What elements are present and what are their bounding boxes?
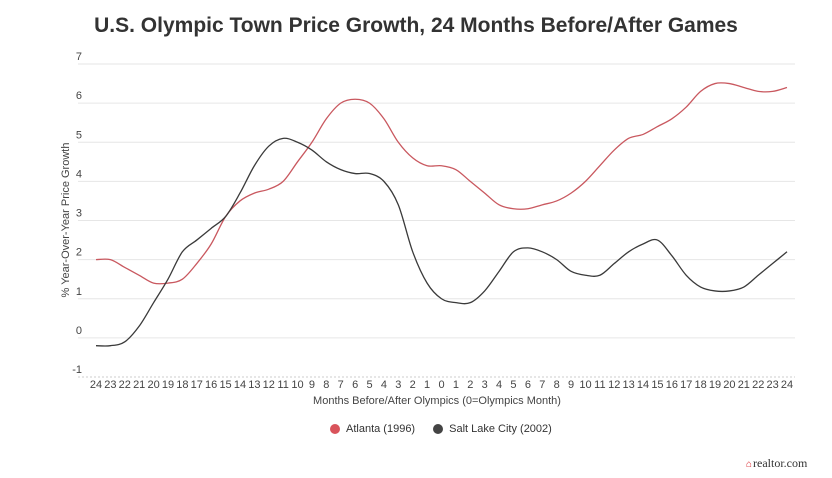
x-tick-label: 6 [352, 379, 358, 391]
x-tick-label: 3 [395, 379, 401, 391]
legend-swatch-salt-lake-city [433, 424, 444, 434]
y-tick-label: 7 [76, 51, 82, 63]
legend-swatch-atlanta [330, 424, 340, 434]
x-tick-label: 9 [309, 379, 315, 391]
x-tick-label: 24 [781, 379, 793, 391]
series-line-salt-lake-city [95, 137, 788, 347]
x-tick-label: 6 [525, 379, 531, 391]
x-tick-label: 2 [410, 379, 416, 391]
x-tick-label: 17 [191, 379, 203, 391]
x-tick-label: 4 [381, 379, 387, 391]
y-tick-label: 2 [76, 247, 82, 259]
x-tick-label: 2 [467, 379, 473, 391]
y-tick-label: 4 [76, 168, 82, 180]
x-tick-label: 16 [205, 379, 217, 391]
x-tick-label: 4 [496, 379, 502, 391]
x-tick-label: 7 [539, 379, 545, 391]
y-tick-label: 5 [76, 129, 82, 141]
y-axis-label: % Year-Over-Year Price Growth [60, 143, 72, 298]
legend-label-atlanta: Atlanta (1996) [346, 423, 416, 435]
x-tick-label: 0 [438, 379, 444, 391]
y-tick-label: 1 [76, 286, 82, 298]
legend: Atlanta (1996) Salt Lake City (2002) [330, 423, 552, 435]
x-tick-label: 10 [579, 379, 591, 391]
x-tick-label: 7 [338, 379, 344, 391]
x-tick-label: 14 [234, 379, 246, 391]
y-tick-label: 3 [76, 208, 82, 220]
legend-label-salt-lake-city: Salt Lake City (2002) [449, 423, 552, 435]
x-tick-label: 11 [594, 379, 605, 391]
y-tick-label: 6 [76, 90, 82, 102]
series-line-atlanta [95, 82, 788, 285]
x-tick-label: 1 [424, 379, 430, 391]
x-tick-label: 23 [766, 379, 778, 391]
x-tick-label: 18 [176, 379, 188, 391]
x-tick-label: 21 [738, 379, 750, 391]
x-tick-label: 13 [248, 379, 260, 391]
x-tick-label: 14 [637, 379, 649, 391]
x-tick-label: 18 [695, 379, 707, 391]
x-axis-label: Months Before/After Olympics (0=Olympics… [313, 395, 561, 407]
x-tick-label: 21 [133, 379, 145, 391]
x-tick-label: 10 [291, 379, 303, 391]
x-tick-label: 15 [651, 379, 663, 391]
x-tick-label: 20 [147, 379, 159, 391]
realtor-logo: ⌂realtor.com [746, 456, 808, 470]
x-tick-label: 8 [554, 379, 560, 391]
x-tick-label: 19 [162, 379, 174, 391]
x-tick-label: 19 [709, 379, 721, 391]
y-tick-label: 0 [76, 325, 82, 337]
x-tick-label: 12 [608, 379, 620, 391]
x-tick-label: 20 [723, 379, 735, 391]
x-tick-label: 22 [119, 379, 131, 391]
x-tick-label: 22 [752, 379, 764, 391]
x-tick-label: 3 [482, 379, 488, 391]
y-tick-label: -1 [72, 364, 82, 376]
x-tick-label: 24 [90, 379, 102, 391]
x-tick-label: 13 [623, 379, 635, 391]
x-tick-label: 5 [366, 379, 372, 391]
x-tick-label: 23 [104, 379, 116, 391]
x-tick-label: 1 [453, 379, 459, 391]
x-tick-label: 15 [219, 379, 231, 391]
x-tick-label: 17 [680, 379, 692, 391]
chart-title: U.S. Olympic Town Price Growth, 24 Month… [94, 14, 738, 37]
x-tick-label: 5 [510, 379, 516, 391]
house-icon: ⌂ [746, 459, 753, 470]
x-tick-label: 16 [666, 379, 678, 391]
x-tick-label: 8 [323, 379, 329, 391]
x-tick-label: 11 [277, 379, 288, 391]
x-tick-label: 12 [263, 379, 275, 391]
x-tick-label: 9 [568, 379, 574, 391]
